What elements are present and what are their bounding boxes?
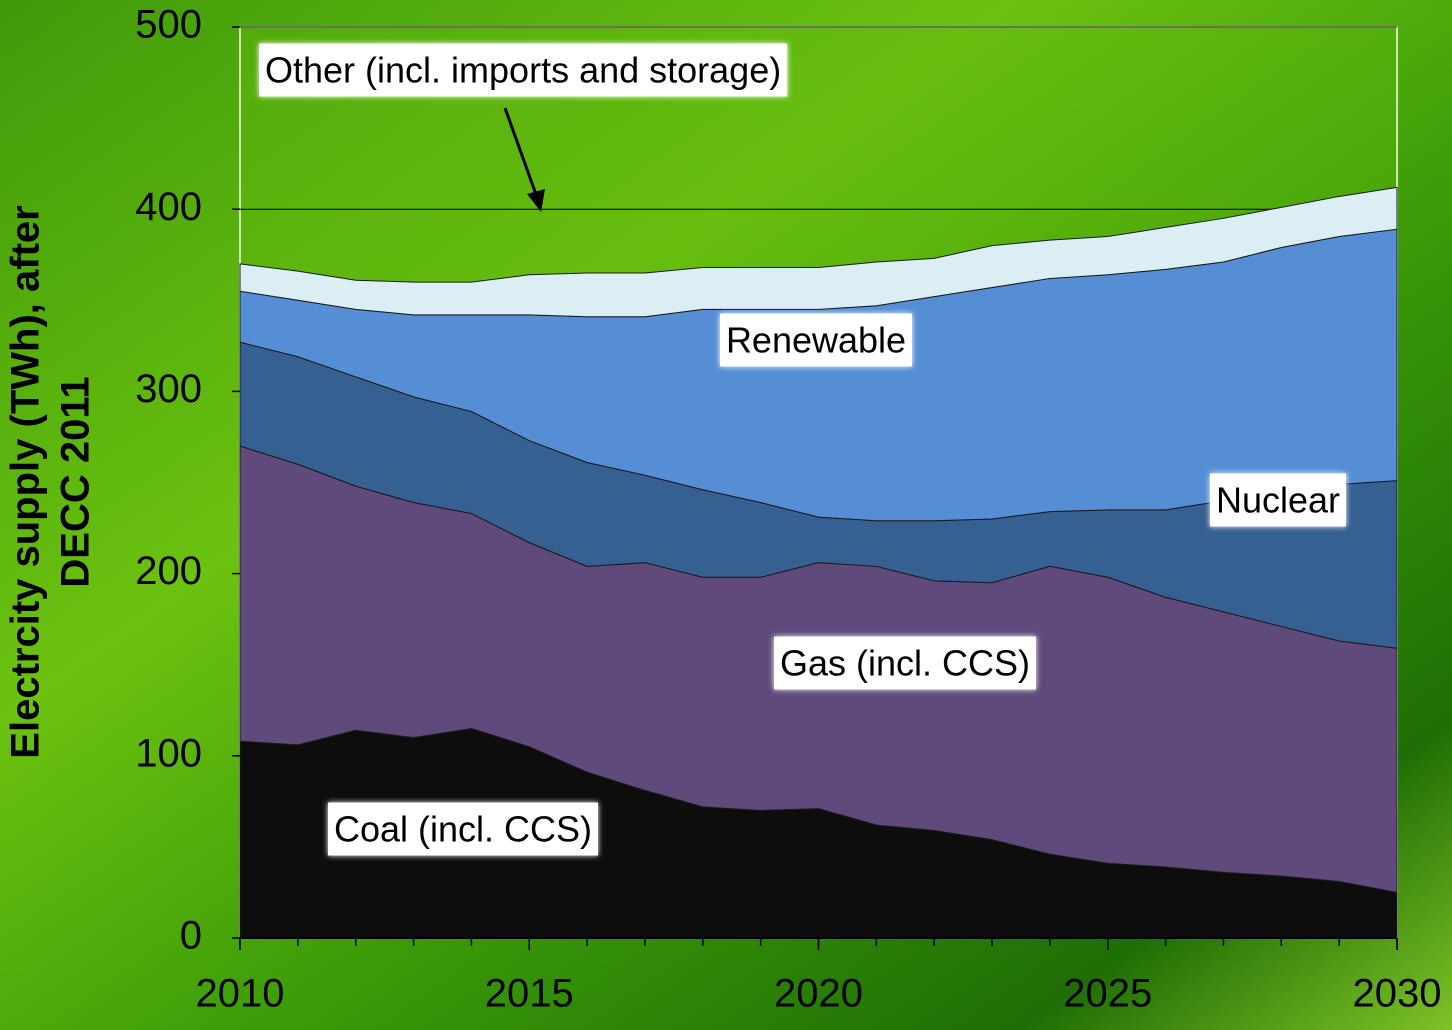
arrow-line [503, 107, 540, 201]
series-label: Nuclear [1209, 473, 1347, 527]
y-tick-label: 100 [135, 731, 202, 775]
label-box [773, 636, 1037, 690]
y-tick-label: 0 [180, 914, 202, 958]
series-label: Coal (incl. CCS) [327, 802, 599, 856]
area [239, 186, 1398, 318]
series-label-text: Renewable [726, 320, 906, 361]
label-box [327, 802, 599, 856]
label-box [1209, 473, 1347, 527]
y-tick-label: 200 [135, 549, 202, 593]
x-tick-label: 2015 [485, 972, 574, 1016]
x-tick-label: 2030 [1353, 972, 1442, 1016]
series-label-text: Nuclear [1216, 480, 1340, 521]
x-tick-label: 2010 [196, 972, 285, 1016]
series-label: Gas (incl. CCS) [773, 636, 1037, 690]
series-label-text: Gas (incl. CCS) [780, 643, 1030, 684]
series-label-text: Other (incl. imports and storage) [265, 50, 781, 91]
arrow-head [527, 189, 545, 212]
y-tick-label: 400 [135, 185, 202, 229]
y-axis-label: Electrcity supply (TWh), after [4, 205, 48, 758]
y-tick-label: 500 [135, 3, 202, 47]
label-box [719, 313, 913, 367]
series-label-text: Coal (incl. CCS) [334, 809, 592, 850]
series-label: Renewable [719, 313, 913, 367]
x-tick-label: 2020 [774, 972, 863, 1016]
label-box [259, 43, 788, 97]
series-label: Other (incl. imports and storage) [259, 43, 788, 97]
y-axis-label: DECC 2011 [54, 376, 98, 587]
y-tick-label: 300 [135, 367, 202, 411]
x-tick-label: 2025 [1063, 972, 1152, 1016]
